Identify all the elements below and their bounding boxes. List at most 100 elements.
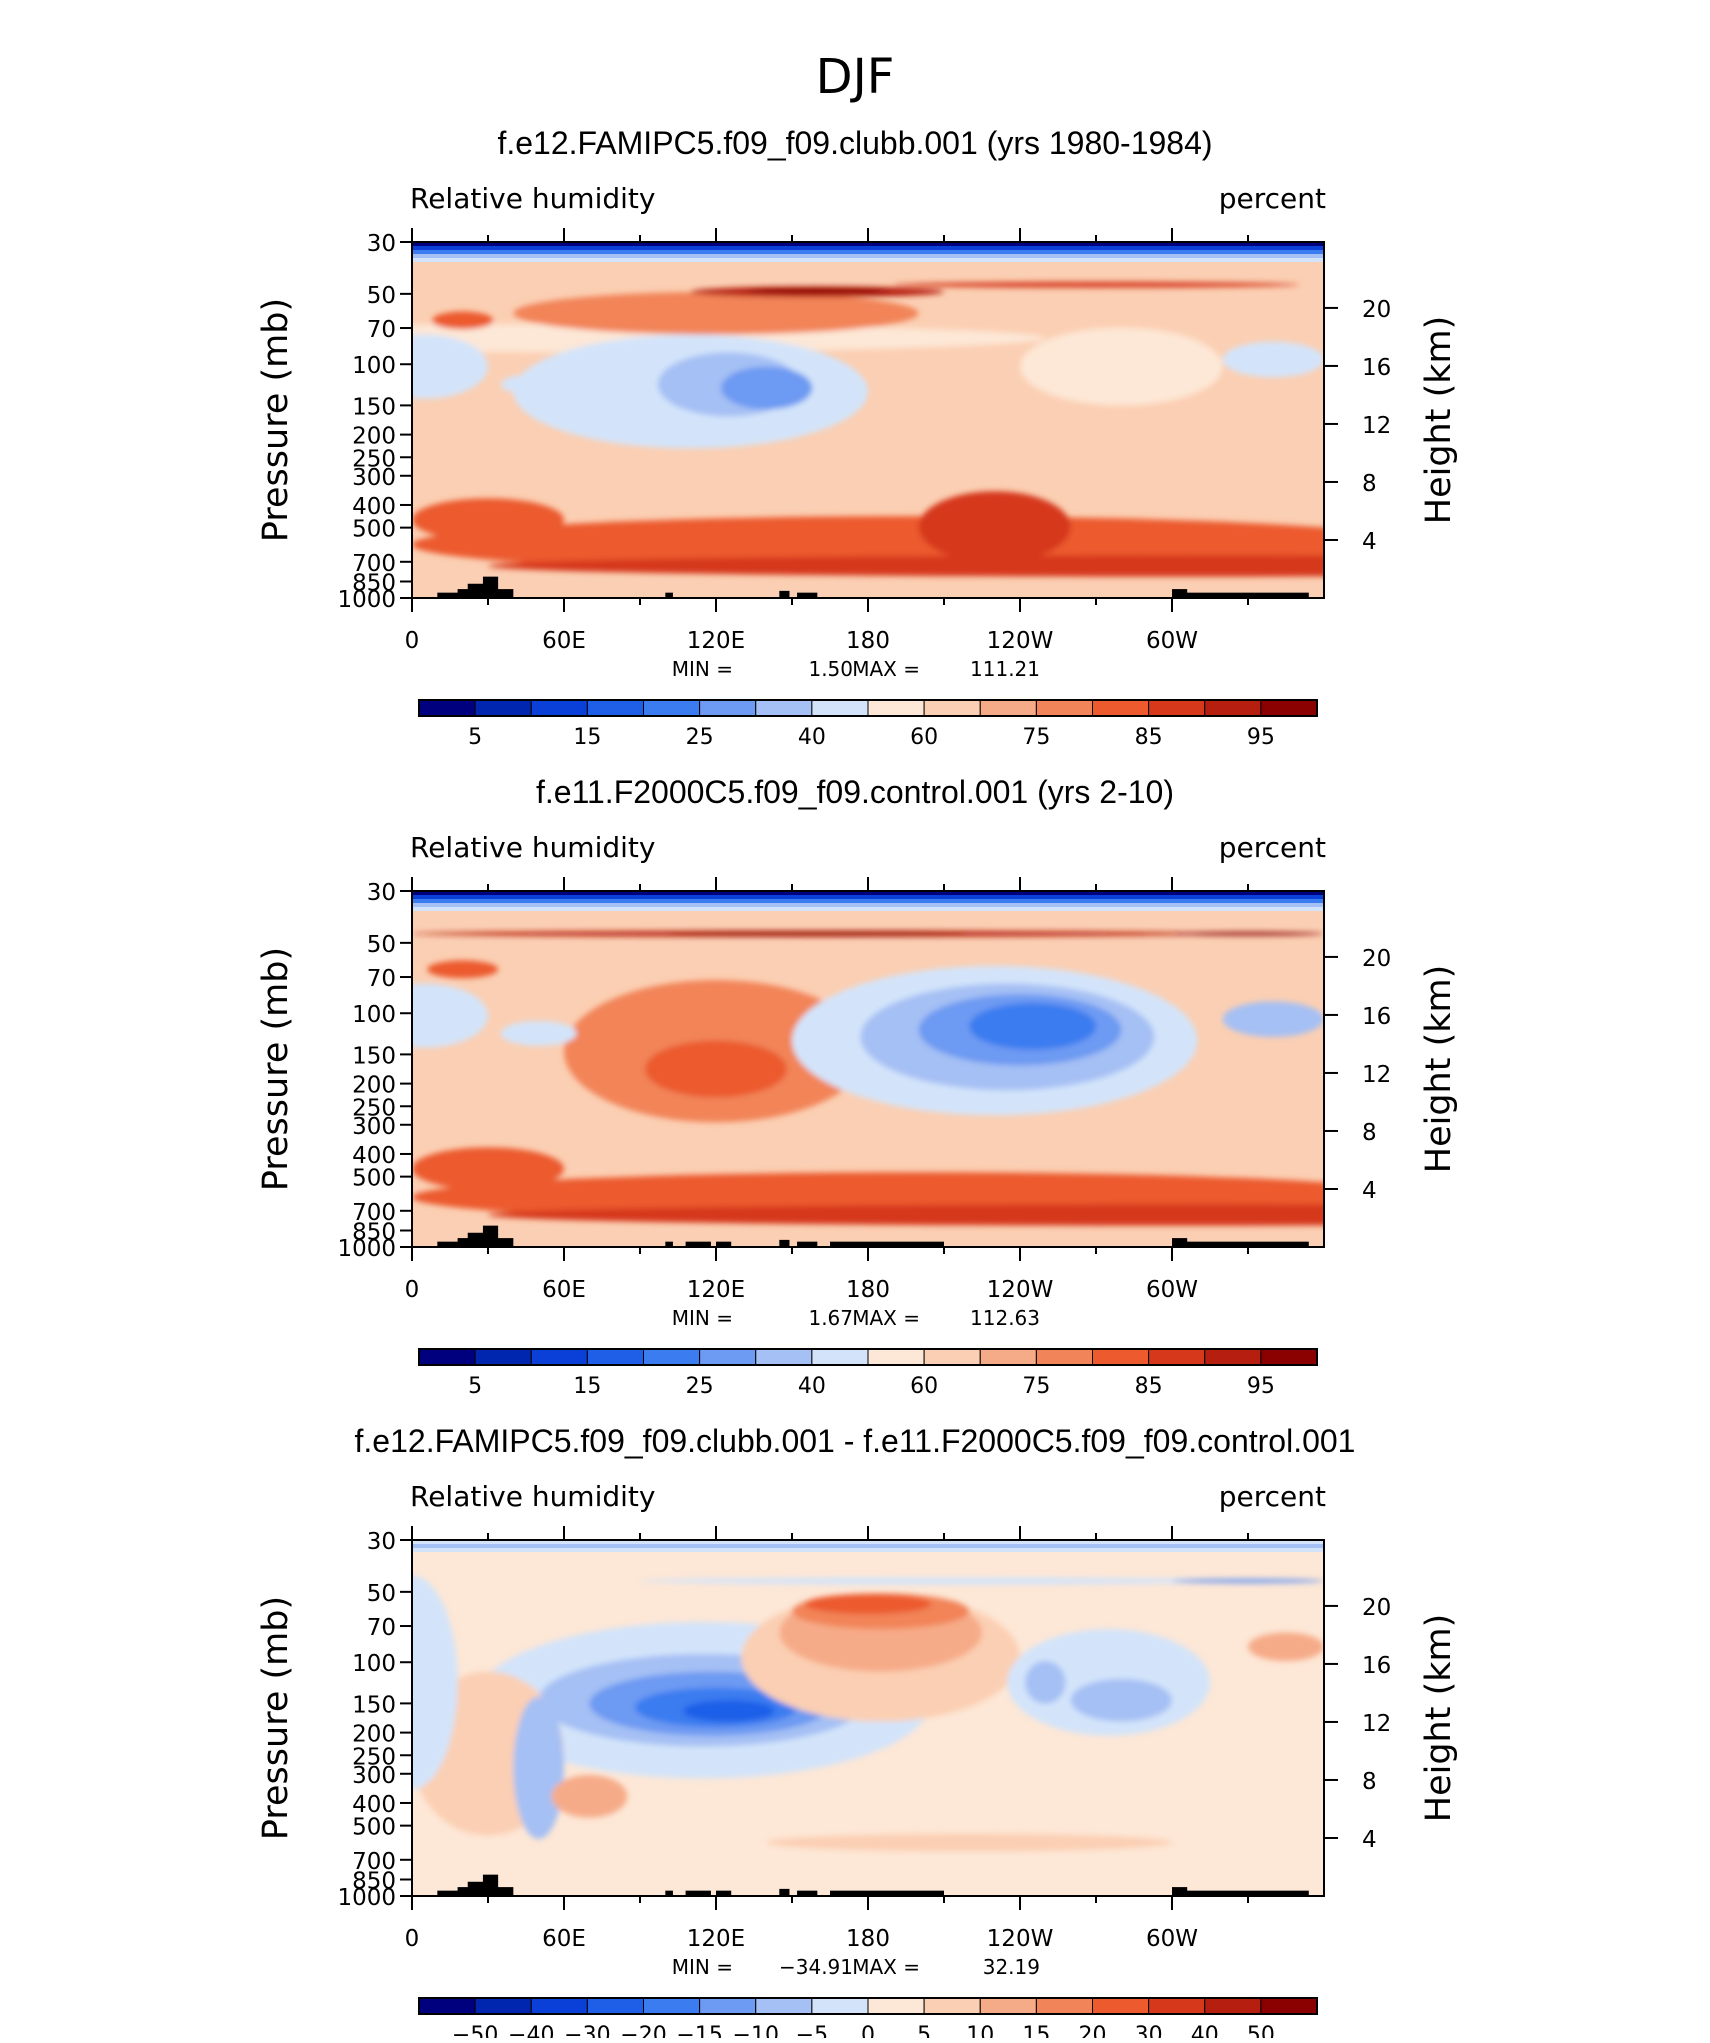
- x-tick-label: 120W: [987, 1277, 1054, 1303]
- colorbar-label: 40: [798, 1374, 826, 1399]
- contour-region: [412, 1575, 458, 1790]
- max-label: MAX =: [852, 657, 920, 681]
- colorbar-label: 15: [1022, 2023, 1050, 2038]
- colorbar-swatch: [586, 1997, 644, 2015]
- y-tick-label: 100: [352, 1651, 396, 1677]
- y-tick-label: 150: [352, 1043, 396, 1069]
- stratosphere-bands: [412, 891, 1324, 911]
- height-tick-label: 16: [1362, 355, 1391, 381]
- colorbar: −50 −40 −30 −20 −15 −10 −5 0 5 10 15 20 30 40 50: [418, 1997, 1318, 2043]
- stratosphere-band: [412, 1548, 1324, 1552]
- contour-region: [1172, 931, 1324, 936]
- y-tick-label: 700: [352, 551, 396, 577]
- height-tick-label: 20: [1362, 946, 1391, 972]
- contour-region: [1025, 1661, 1066, 1704]
- y-tick-label: 850: [352, 1869, 396, 1895]
- y-tick-label: 250: [352, 1744, 396, 1770]
- colorbar-label: 20: [1079, 2023, 1107, 2038]
- units-label: percent: [1219, 182, 1326, 215]
- topography: [437, 1874, 1309, 1896]
- colorbar-swatch: [867, 1997, 925, 2015]
- min-label: MIN =: [672, 1955, 733, 1979]
- topography-block: [1172, 1238, 1188, 1247]
- stratosphere-band: [412, 891, 1324, 895]
- colorbar-frame: [418, 1348, 1318, 1366]
- contour-region: [683, 1700, 775, 1722]
- topography: [437, 1225, 1309, 1247]
- colorbar-swatch: [1204, 1348, 1262, 1366]
- topography-block: [665, 1890, 673, 1896]
- contour-field: [412, 242, 1324, 598]
- y-axis-title-right: Height (km): [1419, 316, 1459, 525]
- x-tick-label: 60E: [542, 1277, 586, 1303]
- units-label: percent: [1219, 831, 1326, 864]
- colorbar-swatch: [1204, 1997, 1262, 2015]
- variable-label: Relative humidity: [410, 831, 655, 864]
- y-tick-label: 50: [367, 932, 396, 958]
- panel-middle: f.e11.F2000C5.f09_f09.control.001 (yrs 2…: [256, 774, 1459, 1399]
- topography-block: [1172, 1887, 1188, 1896]
- height-tick-label: 16: [1362, 1653, 1391, 1679]
- colorbar-swatch: [699, 699, 757, 717]
- colorbar-label: −10: [733, 2023, 779, 2038]
- contour-region: [665, 931, 970, 936]
- contour-region: [1222, 341, 1324, 378]
- min-value: −34.91: [779, 1955, 853, 1979]
- y-tick-label: 30: [367, 1529, 396, 1555]
- stratosphere-band: [412, 246, 1324, 250]
- x-tick-label: 120E: [687, 1277, 745, 1303]
- colorbar-label: 85: [1135, 725, 1163, 750]
- colorbar: 5 15 25 40 60 75 85 95: [418, 1348, 1318, 1399]
- contour-region: [804, 1594, 932, 1615]
- colorbar-swatch: [923, 699, 981, 717]
- topography-block: [1172, 589, 1188, 598]
- max-value: 111.21: [970, 657, 1040, 681]
- contour-region: [412, 498, 564, 542]
- y-tick-label: 850: [352, 1220, 396, 1246]
- variable-label: Relative humidity: [410, 1480, 655, 1513]
- units-label: percent: [1219, 1480, 1326, 1513]
- contour-region: [1248, 1632, 1324, 1662]
- colorbar-swatch: [923, 1997, 981, 2015]
- contour-region: [488, 1204, 1324, 1226]
- topography-block: [716, 1890, 732, 1896]
- max-label: MAX =: [852, 1955, 920, 1979]
- colorbar-swatch: [811, 1997, 869, 2015]
- contour-region: [918, 491, 1071, 563]
- y-tick-label: 200: [352, 1722, 396, 1748]
- stratosphere-bands: [412, 242, 1324, 262]
- topography-block: [665, 592, 673, 598]
- y-tick-label: 500: [352, 1166, 396, 1192]
- height-tick-label: 12: [1362, 1062, 1391, 1088]
- y-tick-label: 1000: [337, 1885, 396, 1911]
- field-contours: [412, 281, 1324, 577]
- colorbar-label: 5: [917, 2023, 931, 2038]
- panel-top: f.e12.FAMIPC5.f09_f09.clubb.001 (yrs 198…: [256, 125, 1459, 750]
- y-tick-label: 300: [352, 1114, 396, 1140]
- colorbar-label: 5: [468, 725, 482, 750]
- topography-block: [685, 1890, 711, 1896]
- colorbar-label: 10: [966, 2023, 994, 2038]
- x-tick-label: 0: [405, 628, 420, 654]
- y-axis-title: Pressure (mb): [256, 947, 296, 1191]
- colorbar-label: −15: [676, 2023, 722, 2038]
- x-tick-label: 60E: [542, 628, 586, 654]
- y-tick-label: 700: [352, 1849, 396, 1875]
- colorbar-label: 15: [573, 1374, 601, 1399]
- y-tick-label: 30: [367, 880, 396, 906]
- y-tick-label: 500: [352, 517, 396, 543]
- contour-region: [513, 1696, 565, 1840]
- colorbar-label: −5: [796, 2023, 828, 2038]
- topography-block: [665, 1241, 673, 1247]
- panel-bottom: f.e12.FAMIPC5.f09_f09.clubb.001 - f.e11.…: [256, 1423, 1459, 2043]
- y-tick-label: 150: [352, 394, 396, 420]
- contour-region: [640, 1577, 1248, 1585]
- colorbar-swatch: [1092, 699, 1150, 717]
- colorbar-swatch: [923, 1348, 981, 1366]
- topography-block: [797, 1241, 818, 1247]
- stratosphere-band: [412, 899, 1324, 903]
- max-value: 112.63: [970, 1306, 1040, 1330]
- topography-block: [830, 1890, 944, 1896]
- colorbar-swatch: [643, 1997, 701, 2015]
